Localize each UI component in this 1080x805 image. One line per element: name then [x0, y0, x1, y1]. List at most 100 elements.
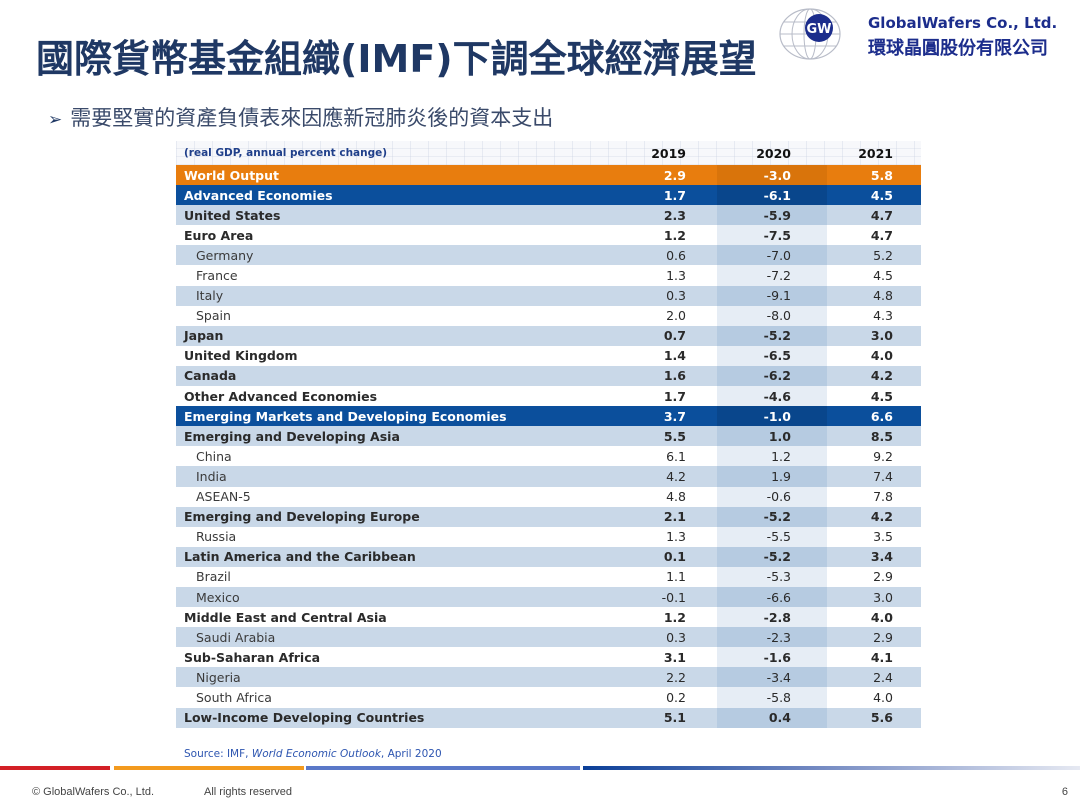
cell-2019: 0.3 — [666, 288, 686, 304]
cell-2021: 6.6 — [870, 408, 893, 424]
cell-2019: 2.9 — [663, 167, 686, 183]
cell-2020: -4.6 — [763, 388, 791, 404]
row-label: Other Advanced Economies — [184, 388, 378, 404]
table-row: ASEAN-5 4.8 -0.6 7.8 — [176, 486, 921, 507]
cell-2021: 4.7 — [870, 227, 893, 243]
cell-2020: -6.2 — [763, 368, 791, 384]
row-label: Emerging and Developing Asia — [184, 428, 400, 444]
row-label: Advanced Economies — [184, 187, 333, 203]
cell-2021: 4.2 — [870, 509, 893, 525]
divider-gradient — [583, 766, 1080, 770]
cell-2019: 2.3 — [663, 207, 686, 223]
table-row: United States 2.3 -5.9 4.7 — [176, 205, 921, 226]
row-label: Low-Income Developing Countries — [184, 710, 425, 726]
cell-2019: 2.2 — [666, 669, 686, 685]
row-label: Emerging and Developing Europe — [184, 509, 420, 525]
cell-2020: 1.9 — [771, 468, 791, 484]
row-label: Italy — [196, 288, 224, 304]
bullet-point: ➢ 需要堅實的資產負債表來因應新冠肺炎後的資本支出 — [48, 102, 553, 132]
bullet-text: 需要堅實的資產負債表來因應新冠肺炎後的資本支出 — [70, 106, 554, 130]
cell-2019: 1.2 — [663, 609, 686, 625]
row-label: Nigeria — [196, 669, 241, 685]
cell-2021: 3.0 — [870, 328, 893, 344]
table-row: Emerging and Developing Europe 2.1 -5.2 4.2 — [176, 506, 921, 527]
table-row: Sub-Saharan Africa 3.1 -1.6 4.1 — [176, 647, 921, 668]
cell-2019: 0.1 — [663, 549, 686, 565]
divider-red — [0, 766, 110, 770]
cell-2021: 5.6 — [870, 710, 893, 726]
cell-2021: 4.5 — [873, 268, 893, 284]
cell-2020: -5.2 — [763, 509, 791, 525]
table-row: World Output 2.9 -3.0 5.8 — [176, 165, 921, 186]
cell-2021: 3.0 — [873, 589, 893, 605]
cell-2020: 1.0 — [768, 428, 791, 444]
row-label: Latin America and the Caribbean — [184, 549, 416, 565]
row-label: Saudi Arabia — [196, 629, 276, 645]
cell-2019: 1.3 — [666, 268, 686, 284]
cell-2021: 4.5 — [870, 187, 893, 203]
table-row: Low-Income Developing Countries 5.1 0.4 5.6 — [176, 707, 921, 728]
divider-blue — [306, 766, 580, 770]
cell-2020: -6.6 — [766, 589, 791, 605]
cell-2020: -5.8 — [766, 689, 791, 705]
globe-logo-icon: GW — [779, 8, 841, 60]
table-row: Spain 2.0 -8.0 4.3 — [176, 305, 921, 326]
table-caption: (real GDP, annual percent change) — [184, 147, 388, 159]
footer-rights: All rights reserved — [204, 786, 293, 798]
cell-2020: -2.8 — [763, 609, 791, 625]
row-label: Euro Area — [184, 227, 254, 243]
cell-2021: 7.4 — [873, 468, 893, 484]
cell-2021: 4.1 — [870, 649, 893, 665]
cell-2019: 0.2 — [666, 689, 686, 705]
cell-2020: -1.6 — [763, 649, 791, 665]
row-label: Spain — [196, 308, 231, 324]
source-title: World Economic Outlook — [251, 748, 381, 760]
cell-2019: 2.1 — [663, 509, 686, 525]
cell-2019: 4.8 — [666, 489, 686, 505]
table-row: Mexico -0.1 -6.6 3.0 — [176, 586, 921, 608]
company-logo: GW GlobalWafers Co., Ltd. 環球晶圓股份有限公司 — [776, 6, 1076, 66]
table-row: Latin America and the Caribbean 0.1 -5.2 3.… — [176, 546, 921, 567]
arrow-bullet-icon: ➢ — [48, 110, 63, 130]
cell-2019: -0.1 — [661, 589, 686, 605]
table-row: South Africa 0.2 -5.8 4.0 — [176, 687, 921, 708]
table-row: Nigeria 2.2 -3.4 2.4 — [176, 667, 921, 688]
cell-2020: -6.1 — [763, 187, 791, 203]
gdp-table: (real GDP, annual percent change) 2019 2… — [176, 141, 921, 728]
table-row: Advanced Economies 1.7 -6.1 4.5 — [176, 185, 921, 206]
table-row: Canada 1.6 -6.2 4.2 — [176, 365, 921, 387]
cell-2021: 3.5 — [873, 529, 893, 545]
row-label: Canada — [184, 368, 237, 384]
cell-2019: 1.4 — [663, 348, 686, 364]
cell-2021: 5.8 — [870, 167, 893, 183]
table-row: Italy 0.3 -9.1 4.8 — [176, 285, 921, 306]
source-note: Source: IMF, World Economic Outlook, Apr… — [184, 748, 442, 760]
cell-2019: 3.7 — [663, 408, 686, 424]
cell-2020: -1.0 — [763, 408, 791, 424]
cell-2020: -5.2 — [763, 549, 791, 565]
column-header-2020: 2020 — [756, 145, 791, 161]
cell-2021: 4.5 — [870, 388, 893, 404]
cell-2019: 0.6 — [666, 247, 686, 263]
cell-2019: 1.7 — [663, 187, 686, 203]
cell-2020: -5.3 — [766, 569, 791, 585]
row-label: China — [196, 448, 232, 464]
cell-2021: 3.4 — [870, 549, 893, 565]
cell-2019: 5.1 — [663, 710, 686, 726]
row-label: Middle East and Central Asia — [184, 609, 387, 625]
cell-2020: -0.6 — [766, 489, 791, 505]
slide-title: 國際貨幣基金組織(IMF)下調全球經濟展望 — [36, 37, 757, 81]
row-label: Germany — [196, 247, 254, 263]
cell-2019: 0.7 — [663, 328, 686, 344]
cell-2021: 4.2 — [870, 368, 893, 384]
table-row: Russia 1.3 -5.5 3.5 — [176, 526, 921, 547]
cell-2020: -3.4 — [766, 669, 791, 685]
column-header-2019: 2019 — [651, 145, 686, 161]
cell-2020: -7.0 — [766, 247, 791, 263]
footer-copyright: © GlobalWafers Co., Ltd. — [32, 786, 155, 798]
cell-2021: 4.0 — [870, 348, 893, 364]
cell-2019: 3.1 — [663, 649, 686, 665]
table-row: Germany 0.6 -7.0 5.2 — [176, 245, 921, 266]
cell-2020: 0.4 — [768, 710, 791, 726]
row-label: Japan — [184, 328, 224, 344]
